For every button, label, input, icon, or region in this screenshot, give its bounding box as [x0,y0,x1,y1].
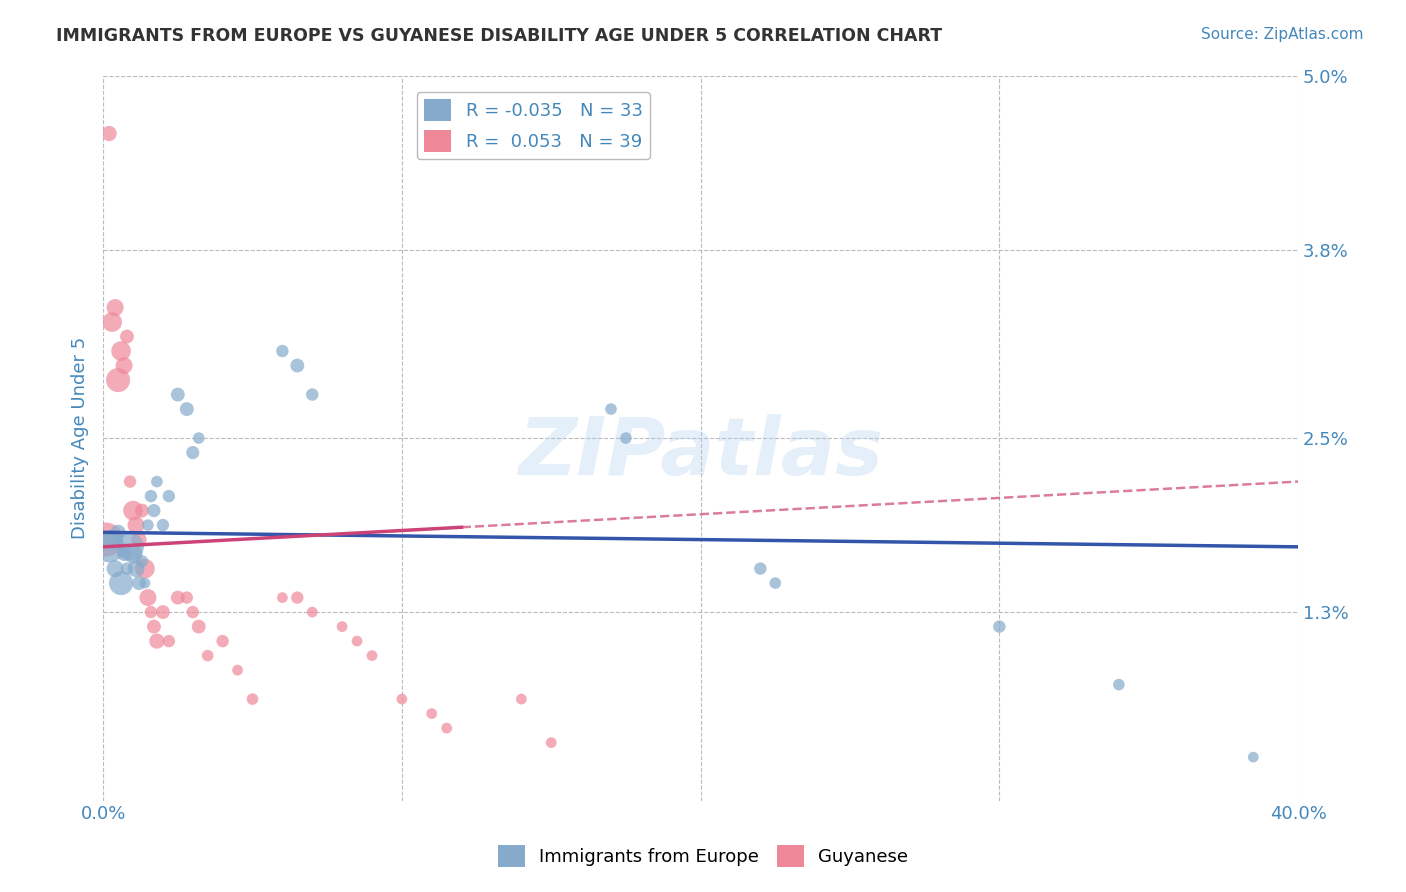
Point [614,431,637,445]
Point [152,605,174,619]
Point [187,431,209,445]
Point [763,576,786,591]
Point [118,475,141,489]
Point [285,591,308,605]
Point [146,634,169,648]
Point [131,503,153,517]
Point [1241,750,1264,764]
Legend: Immigrants from Europe, Guyanese: Immigrants from Europe, Guyanese [491,838,915,874]
Point [112,547,135,561]
Point [271,344,294,359]
Point [330,619,353,633]
Point [110,576,132,591]
Point [988,619,1011,633]
Point [118,540,141,554]
Point [301,605,323,619]
Point [128,533,150,547]
Point [361,648,384,663]
Point [420,706,443,721]
Point [122,547,145,561]
Point [125,561,148,575]
Point [181,605,204,619]
Point [115,561,138,575]
Point [98,540,121,554]
Point [101,315,124,329]
Point [166,387,188,401]
Point [242,692,264,706]
Point [112,359,135,373]
Point [115,329,138,343]
Point [152,518,174,533]
Point [187,619,209,633]
Point [1108,677,1130,691]
Point [346,634,368,648]
Point [134,561,156,575]
Point [600,402,623,417]
Point [107,373,129,387]
Point [134,576,156,591]
Point [181,445,204,459]
Point [98,127,121,141]
Point [436,721,458,735]
Point [125,518,148,533]
Text: IMMIGRANTS FROM EUROPE VS GUYANESE DISABILITY AGE UNDER 5 CORRELATION CHART: IMMIGRANTS FROM EUROPE VS GUYANESE DISAB… [56,27,942,45]
Point [142,619,165,633]
Legend: R = -0.035   N = 33, R =  0.053   N = 39: R = -0.035 N = 33, R = 0.053 N = 39 [416,92,650,160]
Point [176,402,198,417]
Point [166,591,188,605]
Point [749,561,772,575]
Point [128,576,150,591]
Point [197,648,219,663]
Text: ZIPatlas: ZIPatlas [517,414,883,491]
Point [110,344,132,359]
Point [94,533,117,547]
Point [226,663,249,677]
Point [301,387,323,401]
Point [157,634,180,648]
Y-axis label: Disability Age Under 5: Disability Age Under 5 [72,337,89,539]
Point [142,503,165,517]
Point [540,736,562,750]
Point [285,359,308,373]
Point [271,591,294,605]
Point [136,591,159,605]
Point [211,634,233,648]
Point [139,605,162,619]
Point [176,591,198,605]
Point [136,518,159,533]
Point [122,503,145,517]
Point [139,489,162,503]
Point [391,692,413,706]
Point [157,489,180,503]
Point [131,554,153,568]
Point [146,475,169,489]
Point [101,533,124,547]
Point [107,525,129,540]
Point [510,692,533,706]
Point [104,561,127,575]
Point [104,301,127,315]
Text: Source: ZipAtlas.com: Source: ZipAtlas.com [1201,27,1364,42]
